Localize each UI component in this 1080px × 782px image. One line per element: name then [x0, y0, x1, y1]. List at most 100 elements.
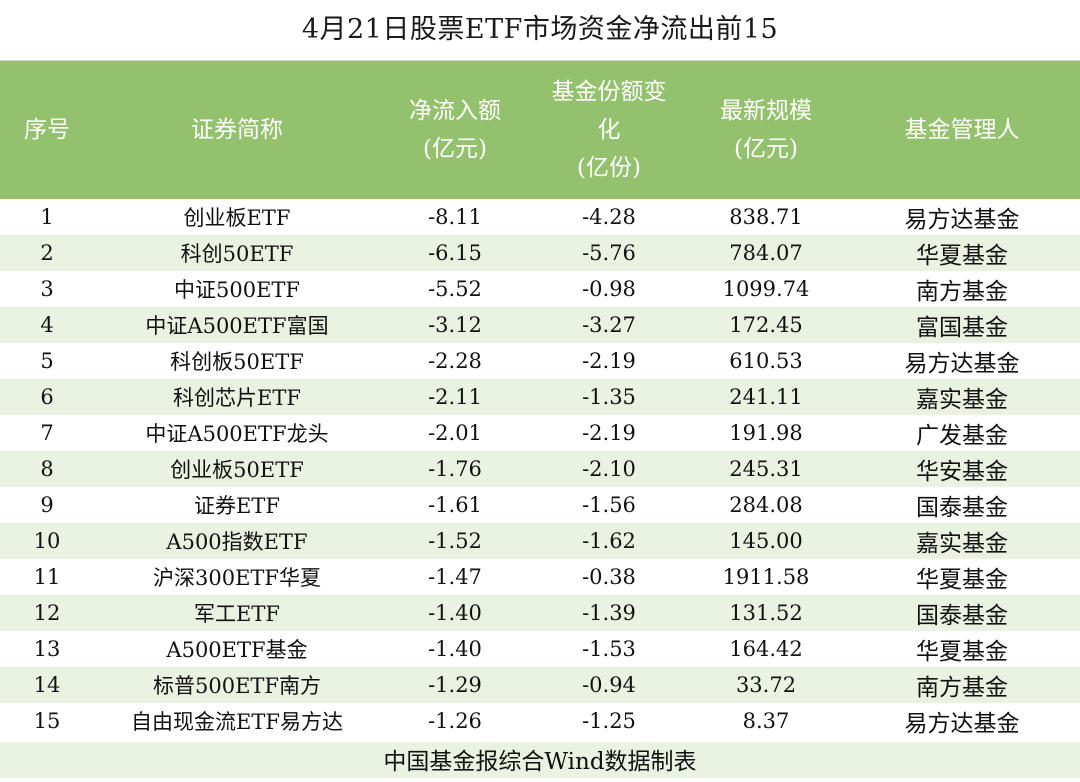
table-row: 9 证券ETF -1.61 -1.56 284.08 国泰基金	[0, 487, 1080, 523]
header-size-label: 最新规模	[720, 98, 812, 124]
cell-fund-size: 33.72	[688, 667, 844, 703]
cell-security-name: 中证A500ETF龙头	[94, 415, 380, 451]
cell-security-name: A500ETF基金	[94, 631, 380, 667]
cell-rank: 14	[0, 667, 94, 703]
cell-security-name: 中证500ETF	[94, 271, 380, 307]
header-rank: 序号	[0, 61, 94, 199]
cell-fund-size: 784.07	[688, 235, 844, 271]
table-row: 6 科创芯片ETF -2.11 -1.35 241.11 嘉实基金	[0, 379, 1080, 415]
header-netflow-label: 净流入额	[409, 98, 501, 124]
cell-share-change: -0.94	[530, 667, 688, 703]
cell-share-change: -5.76	[530, 235, 688, 271]
header-size: 最新规模 (亿元)	[688, 61, 844, 199]
cell-fund-size: 145.00	[688, 523, 844, 559]
table-header: 序号 证券简称 净流入额 (亿元) 基金份额变 化 (亿份) 最新规模 (亿元)…	[0, 61, 1080, 199]
header-manager-label: 基金管理人	[904, 117, 1020, 143]
cell-security-name: 证券ETF	[94, 487, 380, 523]
header-manager: 基金管理人	[844, 61, 1080, 199]
cell-fund-manager: 国泰基金	[844, 487, 1080, 523]
cell-rank: 1	[0, 199, 94, 235]
cell-security-name: 创业板ETF	[94, 199, 380, 235]
page-title: 4月21日股票ETF市场资金净流出前15	[0, 0, 1080, 61]
cell-net-inflow: -1.52	[380, 523, 530, 559]
cell-fund-size: 131.52	[688, 595, 844, 631]
cell-rank: 7	[0, 415, 94, 451]
cell-security-name: 军工ETF	[94, 595, 380, 631]
header-row: 序号 证券简称 净流入额 (亿元) 基金份额变 化 (亿份) 最新规模 (亿元)…	[0, 61, 1080, 199]
cell-rank: 3	[0, 271, 94, 307]
cell-fund-size: 610.53	[688, 343, 844, 379]
cell-fund-manager: 易方达基金	[844, 703, 1080, 739]
cell-share-change: -0.38	[530, 559, 688, 595]
cell-fund-manager: 华夏基金	[844, 235, 1080, 271]
cell-fund-size: 838.71	[688, 199, 844, 235]
cell-net-inflow: -6.15	[380, 235, 530, 271]
header-size-unit: (亿元)	[734, 136, 798, 162]
cell-rank: 10	[0, 523, 94, 559]
cell-net-inflow: -1.61	[380, 487, 530, 523]
cell-fund-manager: 南方基金	[844, 667, 1080, 703]
cell-fund-manager: 华安基金	[844, 451, 1080, 487]
cell-rank: 4	[0, 307, 94, 343]
cell-security-name: 中证A500ETF富国	[94, 307, 380, 343]
cell-security-name: 科创50ETF	[94, 235, 380, 271]
cell-share-change: -2.10	[530, 451, 688, 487]
table-row: 2 科创50ETF -6.15 -5.76 784.07 华夏基金	[0, 235, 1080, 271]
header-share-label-2: 化	[597, 117, 621, 143]
table-row: 5 科创板50ETF -2.28 -2.19 610.53 易方达基金	[0, 343, 1080, 379]
cell-fund-manager: 国泰基金	[844, 595, 1080, 631]
cell-share-change: -2.19	[530, 415, 688, 451]
cell-rank: 12	[0, 595, 94, 631]
header-share-unit: (亿份)	[577, 155, 641, 181]
header-share-change: 基金份额变 化 (亿份)	[530, 61, 688, 199]
cell-security-name: 科创芯片ETF	[94, 379, 380, 415]
table-row: 11 沪深300ETF华夏 -1.47 -0.38 1911.58 华夏基金	[0, 559, 1080, 595]
cell-fund-size: 1911.58	[688, 559, 844, 595]
cell-fund-manager: 华夏基金	[844, 631, 1080, 667]
table-row: 12 军工ETF -1.40 -1.39 131.52 国泰基金	[0, 595, 1080, 631]
cell-fund-size: 245.31	[688, 451, 844, 487]
cell-net-inflow: -1.76	[380, 451, 530, 487]
table-row: 15 自由现金流ETF易方达 -1.26 -1.25 8.37 易方达基金	[0, 703, 1080, 739]
cell-net-inflow: -1.40	[380, 595, 530, 631]
cell-share-change: -1.56	[530, 487, 688, 523]
header-share-label-1: 基金份额变	[551, 79, 667, 105]
cell-rank: 2	[0, 235, 94, 271]
cell-rank: 6	[0, 379, 94, 415]
cell-fund-size: 241.11	[688, 379, 844, 415]
cell-share-change: -1.25	[530, 703, 688, 739]
cell-security-name: 科创板50ETF	[94, 343, 380, 379]
table-row: 4 中证A500ETF富国 -3.12 -3.27 172.45 富国基金	[0, 307, 1080, 343]
cell-rank: 15	[0, 703, 94, 739]
cell-net-inflow: -1.29	[380, 667, 530, 703]
cell-net-inflow: -3.12	[380, 307, 530, 343]
cell-security-name: 标普500ETF南方	[94, 667, 380, 703]
cell-share-change: -2.19	[530, 343, 688, 379]
table-row: 14 标普500ETF南方 -1.29 -0.94 33.72 南方基金	[0, 667, 1080, 703]
table-row: 1 创业板ETF -8.11 -4.28 838.71 易方达基金	[0, 199, 1080, 235]
cell-net-inflow: -2.11	[380, 379, 530, 415]
source-footer: 中国基金报综合Wind数据制表	[0, 742, 1080, 778]
cell-net-inflow: -1.47	[380, 559, 530, 595]
cell-fund-manager: 嘉实基金	[844, 379, 1080, 415]
cell-share-change: -1.39	[530, 595, 688, 631]
cell-fund-manager: 易方达基金	[844, 343, 1080, 379]
cell-share-change: -1.53	[530, 631, 688, 667]
header-name-label: 证券简称	[191, 117, 283, 143]
table-row: 13 A500ETF基金 -1.40 -1.53 164.42 华夏基金	[0, 631, 1080, 667]
header-netflow: 净流入额 (亿元)	[380, 61, 530, 199]
cell-fund-size: 191.98	[688, 415, 844, 451]
cell-share-change: -3.27	[530, 307, 688, 343]
cell-net-inflow: -5.52	[380, 271, 530, 307]
table-row: 10 A500指数ETF -1.52 -1.62 145.00 嘉实基金	[0, 523, 1080, 559]
cell-rank: 5	[0, 343, 94, 379]
cell-net-inflow: -1.40	[380, 631, 530, 667]
cell-fund-size: 1099.74	[688, 271, 844, 307]
cell-net-inflow: -2.01	[380, 415, 530, 451]
table-body: 1 创业板ETF -8.11 -4.28 838.71 易方达基金 2 科创50ETF -6.1…	[0, 199, 1080, 739]
cell-fund-manager: 广发基金	[844, 415, 1080, 451]
cell-fund-size: 284.08	[688, 487, 844, 523]
cell-fund-size: 164.42	[688, 631, 844, 667]
cell-fund-manager: 富国基金	[844, 307, 1080, 343]
